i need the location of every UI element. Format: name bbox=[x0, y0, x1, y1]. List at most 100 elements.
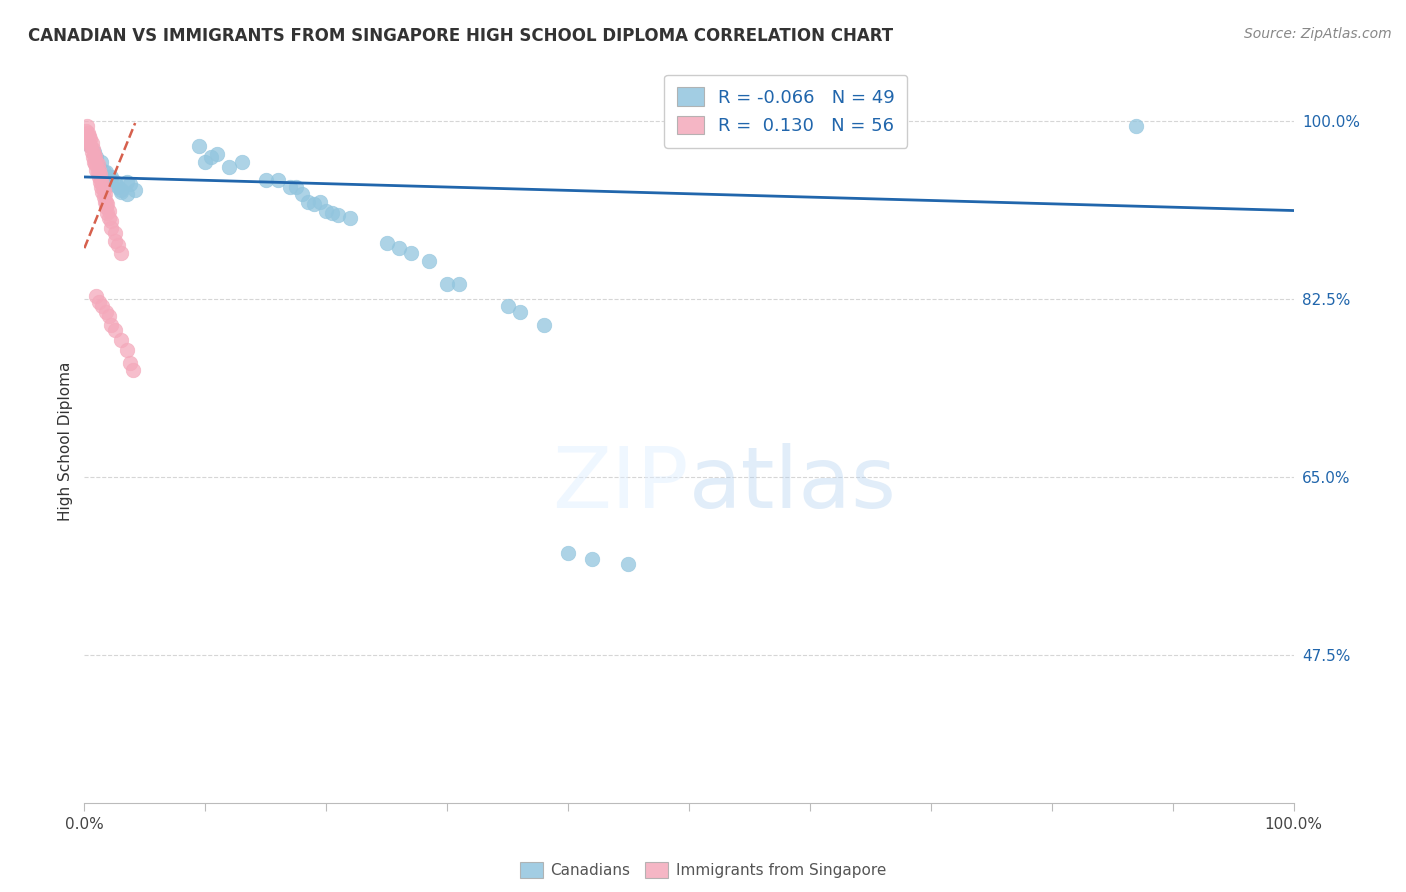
Point bbox=[96, 205, 118, 219]
Point bbox=[1125, 119, 1147, 133]
Point bbox=[533, 318, 555, 332]
Point bbox=[194, 154, 217, 169]
Point bbox=[121, 363, 143, 377]
Text: ZIP: ZIP bbox=[553, 443, 689, 526]
Point bbox=[278, 180, 301, 194]
Point bbox=[110, 185, 132, 199]
Point bbox=[188, 139, 211, 153]
Point bbox=[496, 299, 519, 313]
Point bbox=[115, 175, 138, 189]
Point bbox=[302, 197, 325, 211]
Point bbox=[79, 139, 101, 153]
Point bbox=[89, 175, 111, 189]
Point bbox=[82, 150, 104, 164]
Point bbox=[77, 136, 100, 151]
Point bbox=[100, 213, 122, 227]
Point bbox=[86, 154, 108, 169]
Point bbox=[100, 177, 122, 191]
Point bbox=[581, 551, 603, 566]
Point bbox=[284, 180, 308, 194]
Point bbox=[254, 173, 277, 187]
Text: atlas: atlas bbox=[689, 443, 897, 526]
Point bbox=[321, 205, 343, 219]
Point bbox=[97, 203, 120, 218]
Point bbox=[91, 185, 114, 199]
Point bbox=[124, 183, 146, 197]
Point bbox=[77, 134, 100, 148]
Point bbox=[93, 183, 115, 197]
Point bbox=[107, 238, 129, 252]
Point bbox=[96, 197, 118, 211]
Point bbox=[79, 132, 101, 146]
Point bbox=[617, 557, 640, 571]
Point bbox=[87, 295, 110, 310]
Point bbox=[120, 177, 142, 191]
Point bbox=[297, 195, 319, 210]
Point bbox=[104, 175, 127, 189]
Point bbox=[115, 343, 138, 357]
Point bbox=[94, 195, 117, 210]
Point bbox=[83, 145, 105, 159]
Point bbox=[91, 177, 114, 191]
Point bbox=[84, 150, 107, 164]
Point bbox=[231, 154, 253, 169]
Point bbox=[90, 180, 112, 194]
Point bbox=[100, 220, 122, 235]
Point bbox=[94, 165, 117, 179]
Point bbox=[100, 318, 122, 332]
Point bbox=[267, 173, 290, 187]
Point bbox=[436, 277, 458, 291]
Point bbox=[94, 195, 117, 210]
Point bbox=[86, 165, 108, 179]
Point bbox=[120, 356, 142, 370]
Point bbox=[86, 150, 108, 164]
Point bbox=[87, 169, 110, 184]
Point bbox=[76, 129, 98, 144]
Point bbox=[80, 136, 103, 151]
Point bbox=[104, 234, 127, 248]
Point bbox=[291, 187, 314, 202]
Point bbox=[328, 208, 350, 222]
Point bbox=[90, 173, 112, 187]
Point bbox=[110, 246, 132, 260]
Point bbox=[110, 333, 132, 347]
Point bbox=[115, 187, 138, 202]
Text: Source: ZipAtlas.com: Source: ZipAtlas.com bbox=[1244, 27, 1392, 41]
Point bbox=[79, 139, 101, 153]
Point bbox=[87, 162, 110, 177]
Point bbox=[75, 124, 97, 138]
Point bbox=[86, 157, 108, 171]
Point bbox=[86, 162, 108, 177]
Point bbox=[94, 201, 117, 215]
Point bbox=[84, 157, 107, 171]
Point bbox=[375, 236, 398, 251]
Point bbox=[309, 195, 332, 210]
Point bbox=[104, 323, 127, 337]
Point bbox=[80, 145, 103, 159]
Point bbox=[418, 254, 440, 268]
Point bbox=[93, 165, 115, 179]
Point bbox=[77, 129, 100, 144]
Point bbox=[207, 146, 229, 161]
Point bbox=[449, 277, 471, 291]
Text: CANADIAN VS IMMIGRANTS FROM SINGAPORE HIGH SCHOOL DIPLOMA CORRELATION CHART: CANADIAN VS IMMIGRANTS FROM SINGAPORE HI… bbox=[28, 27, 893, 45]
Point bbox=[104, 226, 127, 240]
Point bbox=[89, 167, 111, 181]
Y-axis label: High School Diploma: High School Diploma bbox=[58, 362, 73, 521]
Point bbox=[218, 160, 240, 174]
Point bbox=[388, 241, 411, 255]
Point bbox=[94, 305, 117, 319]
Point bbox=[399, 246, 422, 260]
Point bbox=[83, 146, 105, 161]
Point bbox=[87, 160, 110, 174]
Point bbox=[77, 126, 100, 140]
Point bbox=[339, 211, 361, 225]
Point bbox=[107, 180, 129, 194]
Legend: Canadians, Immigrants from Singapore: Canadians, Immigrants from Singapore bbox=[513, 856, 893, 884]
Legend: R = -0.066   N = 49, R =  0.130   N = 56: R = -0.066 N = 49, R = 0.130 N = 56 bbox=[664, 75, 907, 148]
Point bbox=[93, 190, 115, 204]
Point bbox=[509, 305, 531, 319]
Point bbox=[97, 211, 120, 225]
Point bbox=[82, 143, 104, 157]
Point bbox=[97, 169, 120, 184]
